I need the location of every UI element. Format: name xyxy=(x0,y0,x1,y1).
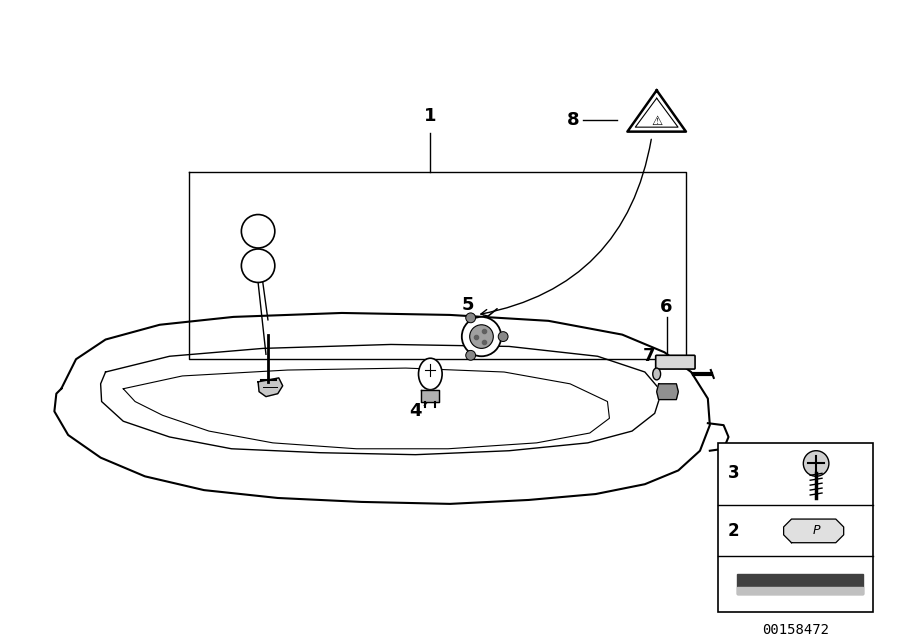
Text: 5: 5 xyxy=(462,296,474,314)
Ellipse shape xyxy=(418,358,442,390)
Text: 3: 3 xyxy=(253,224,264,238)
Text: 3: 3 xyxy=(727,464,739,482)
Circle shape xyxy=(470,325,493,349)
Text: ⚠: ⚠ xyxy=(651,114,662,128)
FancyBboxPatch shape xyxy=(717,443,873,612)
Circle shape xyxy=(241,249,274,282)
FancyArrowPatch shape xyxy=(481,139,652,316)
Text: P: P xyxy=(813,525,820,537)
Polygon shape xyxy=(54,313,710,504)
FancyBboxPatch shape xyxy=(656,356,695,369)
Polygon shape xyxy=(737,574,863,594)
Circle shape xyxy=(804,451,829,476)
Polygon shape xyxy=(421,390,439,401)
Circle shape xyxy=(465,350,475,360)
Text: 6: 6 xyxy=(661,298,673,316)
Text: 8: 8 xyxy=(567,111,580,129)
Polygon shape xyxy=(657,384,679,399)
Ellipse shape xyxy=(652,368,661,380)
Polygon shape xyxy=(627,90,686,132)
Circle shape xyxy=(241,214,274,248)
Text: 7: 7 xyxy=(643,347,655,365)
Polygon shape xyxy=(784,519,843,543)
Circle shape xyxy=(462,317,501,356)
Polygon shape xyxy=(258,378,283,397)
Polygon shape xyxy=(737,587,863,594)
Text: 2: 2 xyxy=(727,522,739,540)
Text: 00158472: 00158472 xyxy=(762,623,829,636)
Text: 4: 4 xyxy=(410,403,422,420)
Circle shape xyxy=(465,313,475,322)
Circle shape xyxy=(499,331,508,342)
Text: 1: 1 xyxy=(424,107,436,125)
Text: 2: 2 xyxy=(253,258,264,273)
